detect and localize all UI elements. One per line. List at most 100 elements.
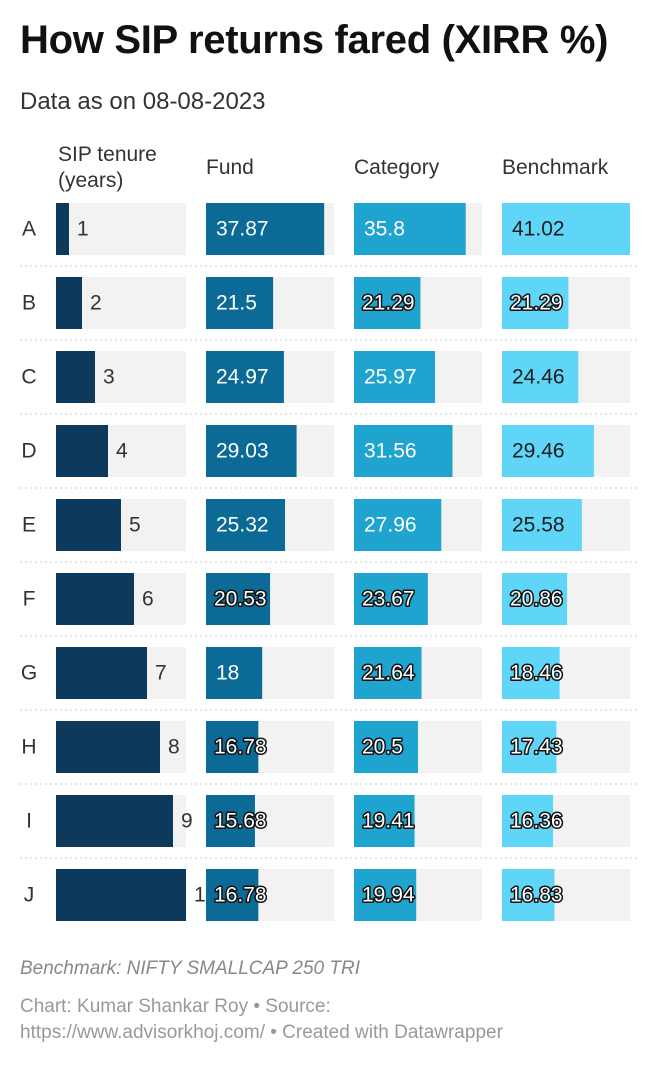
fund-bar <box>206 721 259 773</box>
tenure-value-label: 5 <box>129 514 141 537</box>
column-header-benchmark: Benchmark <box>502 156 609 179</box>
fund-value-label: 15.68 <box>214 810 267 833</box>
tenure-value-label: 2 <box>90 292 102 315</box>
category-bar <box>354 203 466 255</box>
fund-value-label: 16.78 <box>214 736 267 759</box>
benchmark-bar <box>502 425 594 477</box>
category-bar <box>354 425 453 477</box>
benchmark-bar <box>502 869 555 921</box>
category-value-label: 35.8 <box>364 218 405 241</box>
tenure-value-label: 3 <box>103 366 115 389</box>
tenure-value-label: 1 <box>77 218 89 241</box>
fund-bar <box>206 499 286 551</box>
row-label: I <box>26 810 32 833</box>
tenure-bar <box>56 573 134 625</box>
fund-bar <box>206 351 284 403</box>
tenure-bar <box>56 203 69 255</box>
tenure-bar <box>56 869 186 921</box>
fund-bar <box>206 425 297 477</box>
tenure-bar <box>56 277 82 329</box>
benchmark-bar <box>502 795 554 847</box>
benchmark-bar <box>502 721 557 773</box>
benchmark-bar <box>502 647 560 699</box>
benchmark-bar <box>502 351 579 403</box>
category-bar <box>354 647 422 699</box>
row-label: F <box>23 588 36 611</box>
column-header-tenure: SIP tenure (years) <box>58 142 157 194</box>
benchmark-bar <box>502 203 630 255</box>
category-value-label: 31.56 <box>364 440 417 463</box>
column-header-tenure-line1: SIP tenure <box>58 143 157 166</box>
category-value-label: 21.29 <box>362 292 415 315</box>
fund-bar <box>206 869 259 921</box>
fund-bar <box>206 647 263 699</box>
benchmark-bar <box>502 499 582 551</box>
category-bar <box>354 351 436 403</box>
column-header-fund: Fund <box>206 156 254 179</box>
fund-bar <box>206 795 255 847</box>
benchmark-value-label: 24.46 <box>512 366 565 389</box>
tenure-bar <box>56 795 173 847</box>
row-label: J <box>24 884 35 907</box>
tenure-value-label: 9 <box>181 810 193 833</box>
tenure-value-label: 4 <box>116 440 128 463</box>
fund-value-label: 18 <box>216 662 239 685</box>
tenure-value-label: 7 <box>155 662 167 685</box>
chart-credit: Chart: Kumar Shankar Roy • Source: https… <box>20 994 640 1046</box>
fund-bar <box>206 573 271 625</box>
row-label: H <box>21 736 36 759</box>
category-bar <box>354 499 442 551</box>
row-label: C <box>21 366 36 389</box>
column-header-tenure-line2: (years) <box>58 169 124 192</box>
row-label: B <box>22 292 36 315</box>
tenure-value-label: 8 <box>168 736 180 759</box>
chart-subtitle: Data as on 08-08-2023 <box>20 88 266 115</box>
fund-value-label: 20.53 <box>214 588 267 611</box>
category-bar <box>354 869 417 921</box>
fund-value-label: 24.97 <box>216 366 269 389</box>
tenure-value-label: 6 <box>142 588 154 611</box>
benchmark-value-label: 18.46 <box>510 662 563 685</box>
category-bar <box>354 721 418 773</box>
fund-value-label: 16.78 <box>214 884 267 907</box>
credit-line-2: https://www.advisorkhoj.com/ • Created w… <box>20 1022 503 1043</box>
benchmark-bar <box>502 573 568 625</box>
fund-bar <box>206 277 274 329</box>
category-value-label: 27.96 <box>364 514 417 537</box>
row-label: A <box>22 218 36 241</box>
benchmark-value-label: 41.02 <box>512 218 565 241</box>
category-bar <box>354 277 421 329</box>
tenure-bar <box>56 351 95 403</box>
benchmark-bar <box>502 277 569 329</box>
tenure-bar <box>56 425 108 477</box>
fund-value-label: 25.32 <box>216 514 269 537</box>
benchmark-value-label: 20.86 <box>510 588 563 611</box>
benchmark-value-label: 16.83 <box>510 884 563 907</box>
category-bar <box>354 795 415 847</box>
benchmark-value-label: 16.36 <box>510 810 563 833</box>
tenure-bar <box>56 499 121 551</box>
category-value-label: 25.97 <box>364 366 417 389</box>
fund-value-label: 37.87 <box>216 218 269 241</box>
bar-track <box>56 203 186 255</box>
tenure-bar <box>56 647 147 699</box>
benchmark-value-label: 21.29 <box>510 292 563 315</box>
category-value-label: 19.41 <box>362 810 415 833</box>
benchmark-note: Benchmark: NIFTY SMALLCAP 250 TRI <box>20 958 361 979</box>
category-value-label: 19.94 <box>362 884 415 907</box>
tenure-bar <box>56 721 160 773</box>
chart-title: How SIP returns fared (XIRR %) <box>20 18 609 62</box>
fund-bar <box>206 203 325 255</box>
benchmark-value-label: 17.43 <box>510 736 563 759</box>
credit-line-1: Chart: Kumar Shankar Roy • Source: <box>20 996 331 1017</box>
row-label: G <box>21 662 37 685</box>
benchmark-value-label: 29.46 <box>512 440 565 463</box>
category-value-label: 20.5 <box>362 736 403 759</box>
column-header-category: Category <box>354 156 440 179</box>
category-value-label: 21.64 <box>362 662 415 685</box>
category-value-label: 23.67 <box>362 588 415 611</box>
row-label: D <box>21 440 36 463</box>
benchmark-value-label: 25.58 <box>512 514 565 537</box>
fund-value-label: 29.03 <box>216 440 269 463</box>
